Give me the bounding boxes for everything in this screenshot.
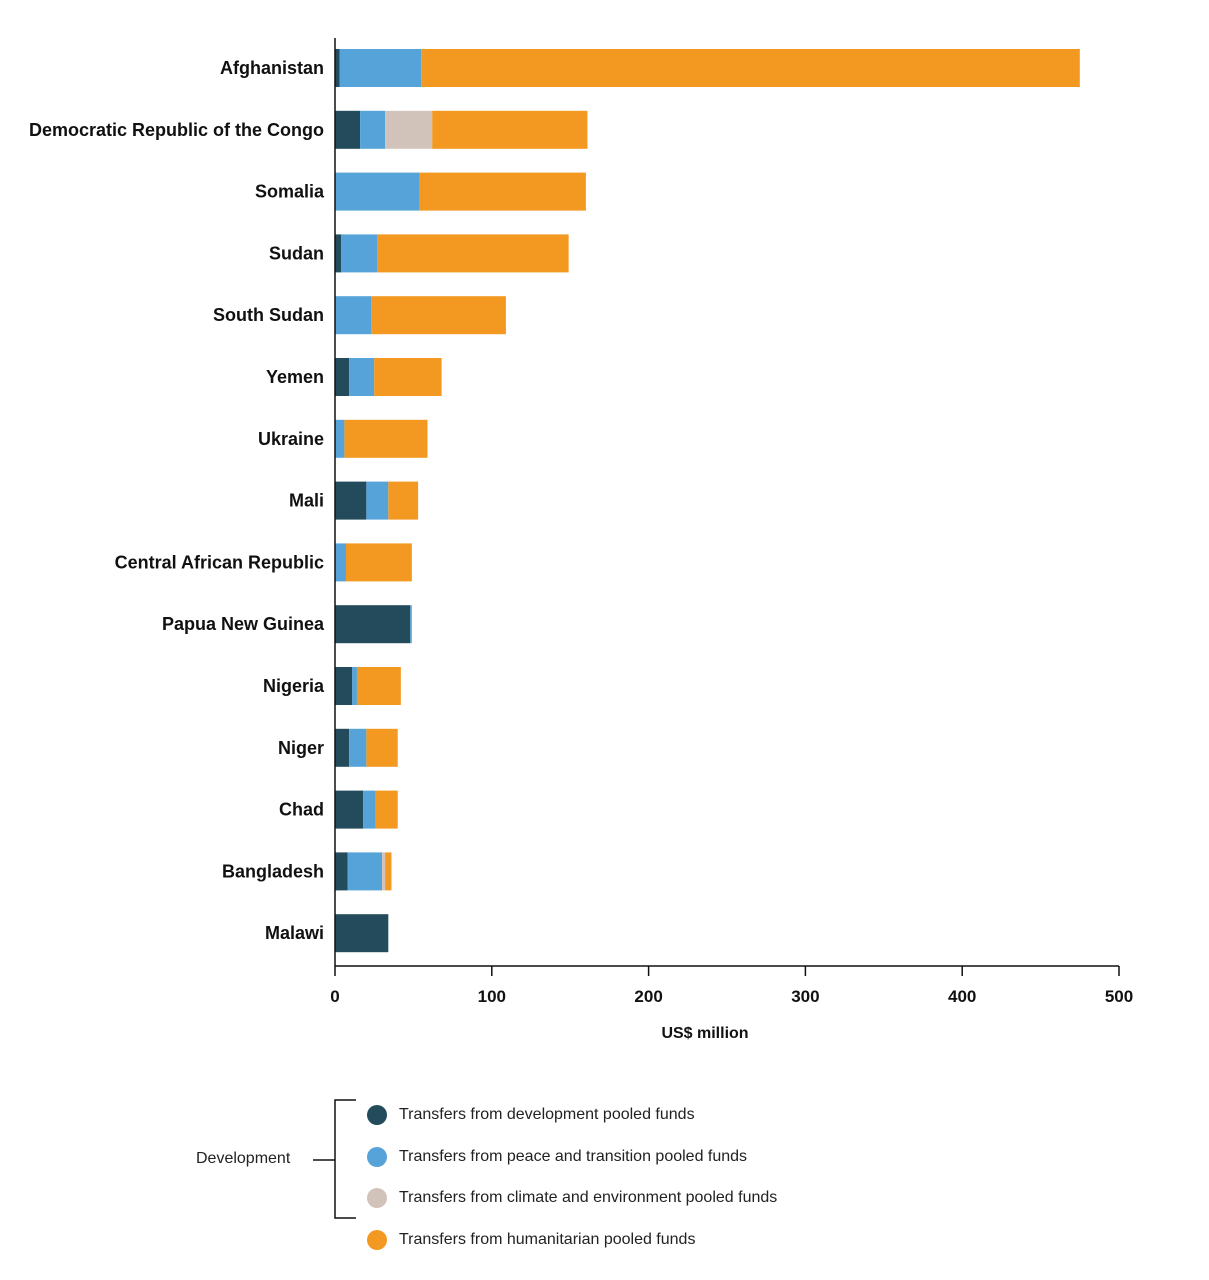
x-axis-ticks: 0 100 200 300 400 500 [330, 966, 1133, 1006]
bar-segment [335, 790, 364, 829]
bar-segment [385, 852, 392, 891]
bar-segment [363, 790, 376, 829]
bar-segment [432, 110, 588, 149]
bar-segment [377, 234, 569, 273]
category-label: Somalia [255, 182, 325, 202]
legend: Development Transfers from development p… [0, 1090, 1209, 1260]
category-label: Mali [289, 491, 324, 511]
bar-segment [335, 172, 420, 211]
bars-layer [335, 49, 1080, 953]
x-tick-label: 300 [791, 987, 819, 1006]
category-label: Central African Republic [115, 552, 324, 572]
category-labels: Afghanistan Democratic Republic of the Co… [29, 58, 325, 943]
category-label: Nigeria [263, 676, 325, 696]
x-axis-title: US$ million [661, 1025, 748, 1042]
bar-segment [419, 172, 586, 211]
x-tick-label: 200 [634, 987, 662, 1006]
legend-label: Transfers from climate and environment p… [399, 1189, 778, 1206]
bar-segment [335, 543, 346, 582]
category-label: Democratic Republic of the Congo [29, 120, 324, 140]
category-label: Yemen [266, 367, 324, 387]
bar-segment [335, 358, 350, 396]
bar-segment [375, 790, 398, 829]
bar-segment [421, 49, 1080, 87]
legend-label: Transfers from humanitarian pooled funds [399, 1231, 696, 1248]
bar-segment [335, 481, 367, 520]
x-tick-label: 400 [948, 987, 976, 1006]
legend-item-development: Transfers from development pooled funds [367, 1104, 695, 1126]
bar-segment [335, 728, 350, 767]
legend-dot-humanitarian [367, 1230, 387, 1250]
bar-chart: Afghanistan Democratic Republic of the Co… [29, 38, 1133, 1042]
bar-segment [349, 358, 375, 396]
bar-segment [366, 728, 398, 767]
bar-segment [335, 605, 411, 644]
category-label: Malawi [265, 923, 324, 943]
bar-segment [345, 543, 412, 582]
bar-segment [374, 358, 442, 396]
legend-dot-development [367, 1105, 387, 1125]
bar-segment [335, 852, 348, 891]
bar-segment [335, 110, 361, 149]
x-tick-label: 0 [330, 987, 339, 1006]
bar-segment [335, 914, 389, 953]
bar-segment [335, 49, 340, 87]
category-label: Bangladesh [222, 861, 324, 881]
legend-item-peace-transition: Transfers from peace and transition pool… [367, 1146, 747, 1168]
legend-dot-peace-transition [367, 1147, 387, 1167]
bar-segment [388, 481, 419, 520]
x-tick-label: 500 [1105, 987, 1133, 1006]
legend-item-humanitarian: Transfers from humanitarian pooled funds [367, 1229, 695, 1251]
bar-segment [339, 49, 422, 87]
bar-segment [335, 419, 345, 458]
bar-segment [335, 667, 353, 705]
bar-segment [385, 110, 433, 149]
bar-segment [347, 852, 383, 891]
category-label: Chad [279, 800, 324, 820]
category-label: Sudan [269, 243, 324, 263]
category-label: Papua New Guinea [162, 614, 325, 634]
category-label: Niger [278, 738, 324, 758]
bar-segment [341, 234, 378, 273]
legend-group-bracket [313, 1099, 356, 1219]
chart-area: Afghanistan Democratic Republic of the Co… [29, 38, 1133, 1042]
bar-segment [371, 296, 506, 335]
category-label: Afghanistan [220, 58, 324, 78]
bar-segment [382, 852, 386, 891]
bar-segment [410, 605, 412, 644]
bar-segment [366, 481, 389, 520]
category-label: Ukraine [258, 429, 324, 449]
bar-segment [360, 110, 386, 149]
bar-segment [335, 234, 342, 273]
legend-label: Transfers from peace and transition pool… [399, 1148, 748, 1165]
bar-segment [349, 728, 367, 767]
legend-group-label: Development [196, 1150, 291, 1167]
category-label: South Sudan [213, 305, 324, 325]
legend-item-climate-environment: Transfers from climate and environment p… [367, 1187, 777, 1209]
bar-segment [352, 667, 357, 705]
bar-segment [356, 667, 401, 705]
x-tick-label: 100 [478, 987, 506, 1006]
legend-label: Transfers from development pooled funds [399, 1106, 695, 1123]
bar-segment [335, 296, 372, 335]
legend-dot-climate-environment [367, 1188, 387, 1208]
bar-segment [344, 419, 428, 458]
